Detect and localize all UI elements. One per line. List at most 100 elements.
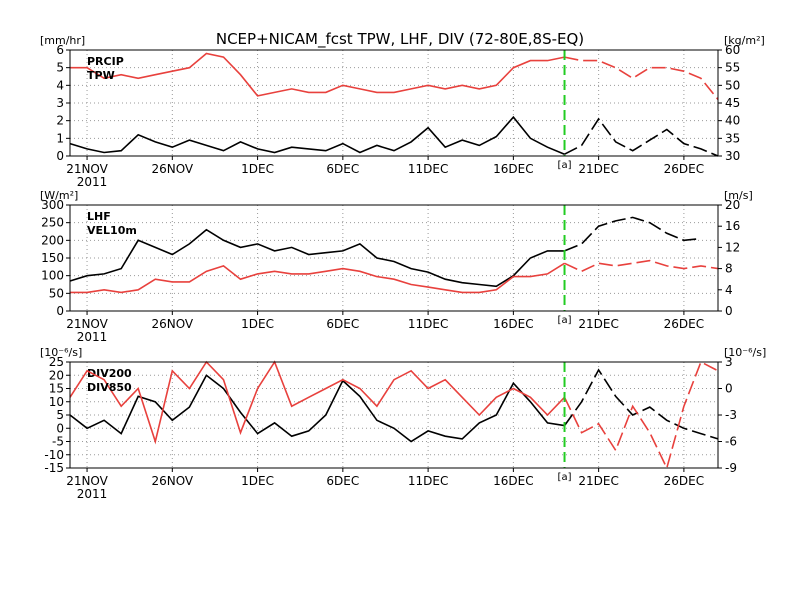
ytick-left-label: 0 [56, 304, 64, 318]
ytick-left-label: 3 [56, 96, 64, 110]
xtick-label: 16DEC [493, 317, 533, 331]
xtick-label: 16DEC [493, 162, 533, 176]
ytick-left-label: 100 [41, 269, 64, 283]
xtick-label: 16DEC [493, 474, 533, 488]
xtick-label: 21NOV [66, 474, 108, 488]
xtick-label: 6DEC [326, 162, 359, 176]
chart-title: NCEP+NICAM_fcst TPW, LHF, DIV (72-80E,8S… [216, 30, 584, 49]
ytick-right-label: -9 [725, 461, 737, 475]
ylabel-left: [mm/hr] [40, 34, 85, 47]
ytick-left-label: 2 [56, 114, 64, 128]
ytick-right-label: 35 [725, 131, 740, 145]
xtick-label: 26DEC [664, 162, 704, 176]
panel-middle: 0 50 100 150 200 250 300 0 4 8 12 16 20 21NOV 26NOV 1DE… [40, 189, 753, 344]
xtick-label: 6DEC [326, 317, 359, 331]
ytick-right-label: 4 [725, 283, 733, 297]
ytick-right-label: 55 [725, 61, 740, 75]
ytick-right-label: 16 [725, 219, 740, 233]
ytick-left-label: -15 [44, 461, 64, 475]
xtick-label: 21DEC [578, 474, 618, 488]
series-line-lhf [69, 228, 565, 288]
series-line-div200 [69, 374, 565, 443]
ytick-right-label: 20 [725, 198, 740, 212]
ytick-left-label: 5 [56, 61, 64, 75]
ylabel-left: [W/m²] [40, 189, 78, 202]
ytick-right-label: 8 [725, 262, 733, 276]
forecast-marker-label: [a] [558, 160, 572, 171]
ytick-right-label: 40 [725, 114, 740, 128]
ytick-left-label: 6 [56, 43, 64, 57]
ytick-right-label: 50 [725, 78, 740, 92]
year-label: 2011 [77, 487, 108, 501]
ytick-right-label: 12 [725, 240, 740, 254]
ytick-right-label: 45 [725, 96, 740, 110]
xtick-label: 21DEC [578, 162, 618, 176]
panel-frame [69, 204, 719, 312]
series-line-tpw [70, 52, 565, 97]
xtick-label: 26NOV [151, 162, 193, 176]
xtick-label: 11DEC [408, 474, 448, 488]
ytick-left-label: 20 [49, 368, 64, 382]
ytick-right-label: -3 [725, 408, 737, 422]
series-line-vel10m [70, 262, 565, 294]
xtick-label: 26DEC [664, 474, 704, 488]
ytick-left-label: 10 [49, 395, 64, 409]
ytick-left-label: 0 [56, 149, 64, 163]
ytick-right-label: 3 [725, 355, 733, 369]
ytick-left-label: 200 [41, 233, 64, 247]
ytick-left-label: 5 [56, 408, 64, 422]
ytick-left-label: 300 [41, 198, 64, 212]
panel-frame [69, 361, 719, 469]
ytick-left-label: 150 [41, 251, 64, 265]
ytick-right-label: 30 [725, 149, 740, 163]
xtick-label: 21NOV [66, 317, 108, 331]
legend-lhf: LHF [87, 210, 111, 223]
ytick-right-label: 60 [725, 43, 740, 57]
series-forecast-vel10m [564, 259, 719, 273]
year-label: 2011 [77, 175, 108, 189]
panel-frame [69, 49, 719, 157]
ytick-left-label: 50 [49, 286, 64, 300]
series-forecast-lhf [564, 216, 701, 252]
series-forecast-div200 [563, 368, 719, 440]
xtick-label: 21NOV [66, 162, 108, 176]
ytick-left-label: 1 [56, 131, 64, 145]
xtick-label: 11DEC [408, 162, 448, 176]
ytick-left-label: -10 [44, 448, 64, 462]
ytick-left-label: 25 [49, 355, 64, 369]
series-forecast-tpw [564, 56, 719, 101]
forecast-marker-label: [a] [558, 315, 572, 326]
year-label: 2011 [77, 330, 108, 344]
xtick-label: 6DEC [326, 474, 359, 488]
legend-tpw: TPW [87, 69, 115, 82]
ylabel-right: [10⁻⁶/s] [724, 346, 766, 359]
ytick-right-label: -6 [725, 435, 737, 449]
series-forecast-div850 [563, 360, 719, 471]
legend-prcip: PRCIP [87, 55, 124, 68]
ytick-left-label: 250 [41, 216, 64, 230]
xtick-label: 26NOV [151, 474, 193, 488]
legend-vel10m: VEL10m [87, 224, 137, 237]
ytick-left-label: 15 [49, 382, 64, 396]
ytick-right-label: 0 [725, 382, 733, 396]
legend-div850: DIV850 [87, 381, 132, 394]
xtick-label: 26NOV [151, 317, 193, 331]
ylabel-right: [m/s] [724, 189, 753, 202]
xtick-label: 11DEC [408, 317, 448, 331]
forecast-marker-label: [a] [558, 472, 572, 483]
ytick-left-label: 4 [56, 78, 64, 92]
xtick-label: 21DEC [578, 317, 618, 331]
ytick-left-label: -5 [52, 435, 64, 449]
xtick-label: 1DEC [241, 317, 274, 331]
series-line-prcip [69, 115, 565, 155]
ytick-right-label: 0 [725, 304, 733, 318]
series-line-div850 [69, 360, 566, 445]
xtick-label: 26DEC [664, 317, 704, 331]
ylabel-right: [kg/m²] [724, 34, 765, 47]
ytick-left-label: 0 [56, 421, 64, 435]
